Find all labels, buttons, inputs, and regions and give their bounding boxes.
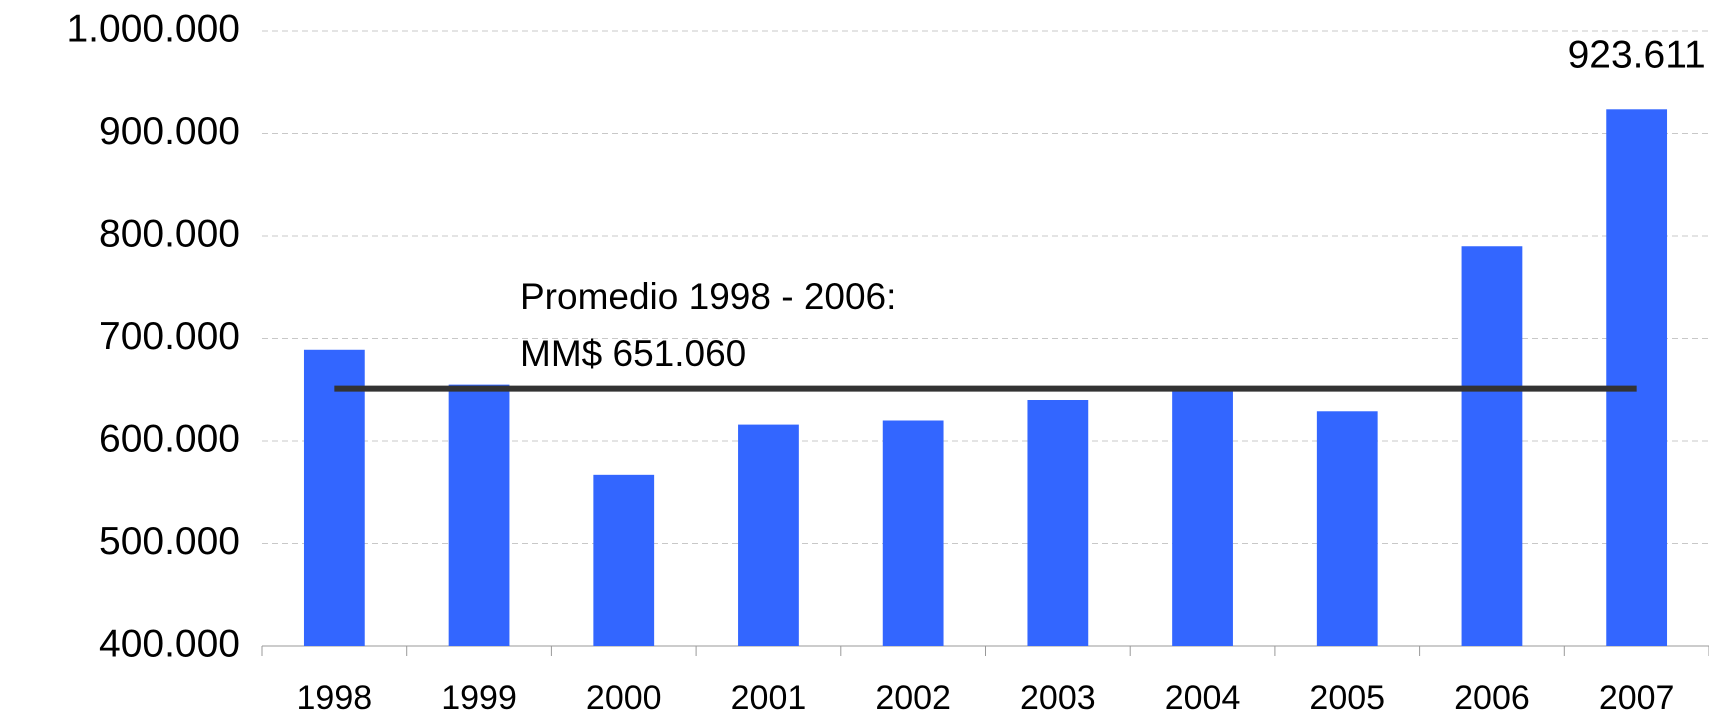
x-tick-label: 2000 [586,679,662,717]
bar [1172,388,1233,646]
bar [1316,411,1378,646]
average-label: Promedio 1998 - 2006: [520,276,896,317]
bar [1461,246,1523,646]
x-tick-label: 2004 [1165,679,1241,717]
bar [1606,109,1668,647]
x-tick-label: 2006 [1454,679,1530,717]
y-tick-label: 1.000.000 [66,7,240,50]
average-label: MM$ 651.060 [520,333,746,374]
x-tick-label: 2005 [1309,679,1385,717]
x-tick-label: 2007 [1599,679,1675,717]
bar [303,349,365,646]
value-label: 923.611 [1568,34,1706,77]
y-tick-label: 600.000 [99,417,240,460]
x-tick-label: 1999 [441,679,517,717]
y-tick-label: 700.000 [99,315,240,358]
x-tick-label: 2003 [1020,679,1096,717]
x-tick-label: 2002 [875,679,951,717]
y-tick-label: 400.000 [99,622,240,665]
y-tick-label: 800.000 [99,212,240,255]
bar [738,424,799,646]
bar [1027,400,1089,646]
y-tick-label: 500.000 [99,520,240,563]
y-tick-label: 900.000 [99,110,240,153]
x-tick-label: 2001 [731,679,807,717]
bar [593,474,655,646]
bar [448,384,510,646]
bar [882,420,944,646]
x-tick-label: 1998 [297,679,373,717]
